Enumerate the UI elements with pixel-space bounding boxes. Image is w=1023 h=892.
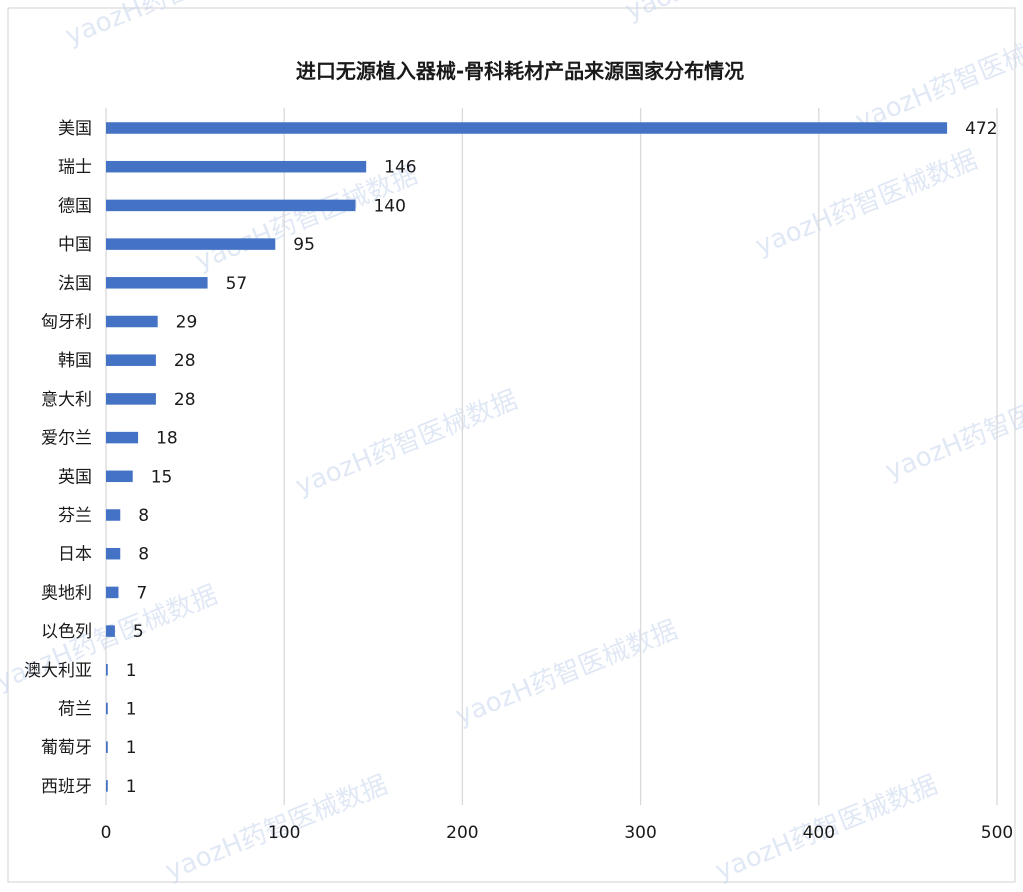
data-label: 7 [136, 583, 147, 603]
bar [106, 315, 158, 328]
bar [106, 354, 156, 366]
category-label: 中国 [58, 235, 92, 255]
bar [106, 509, 121, 521]
category-label: 匈牙利 [41, 313, 92, 333]
data-label: 140 [373, 196, 405, 216]
bar [106, 547, 121, 560]
category-label: 韩国 [58, 351, 92, 371]
bar [106, 431, 139, 444]
bar [106, 702, 108, 715]
category-label: 葡萄牙 [41, 738, 92, 758]
bar [106, 160, 367, 173]
bar [106, 199, 356, 212]
category-label: 爱尔兰 [41, 429, 92, 449]
category-label: 英国 [58, 467, 92, 487]
x-tick-label: 0 [101, 823, 112, 843]
data-label: 28 [174, 351, 196, 371]
x-tick-label: 300 [624, 823, 656, 843]
data-label: 18 [156, 429, 178, 449]
bars [106, 122, 948, 792]
bar [106, 238, 276, 250]
bar [106, 586, 119, 599]
data-label: 1 [126, 738, 137, 758]
bar [106, 470, 133, 483]
data-label: 472 [965, 119, 997, 139]
x-tick-label: 500 [981, 823, 1013, 843]
chart-border [7, 7, 1016, 883]
category-label: 德国 [58, 196, 92, 216]
bar [106, 664, 108, 676]
gridlines [105, 108, 998, 805]
category-label: 荷兰 [58, 700, 92, 720]
category-label: 美国 [58, 119, 92, 139]
x-axis-ticks: 0 100 200 300 400 500 [101, 823, 1014, 843]
bar [106, 277, 208, 289]
category-label: 西班牙 [41, 777, 92, 797]
data-label: 15 [151, 467, 173, 487]
category-label: 澳大利亚 [24, 661, 92, 681]
data-label: 95 [293, 235, 315, 255]
data-label: 57 [226, 274, 248, 294]
category-labels: 美国瑞士德国中国法国匈牙利韩国意大利爱尔兰英国芬兰日本奥地利以色列澳大利亚荷兰葡… [24, 119, 92, 797]
x-tick-label: 400 [803, 823, 835, 843]
bar [106, 625, 115, 637]
data-label: 8 [138, 545, 149, 565]
bar [106, 741, 108, 753]
data-label: 28 [174, 390, 196, 410]
category-label: 法国 [58, 274, 92, 294]
chart-title: 进口无源植入器械-骨科耗材产品来源国家分布情况 [296, 59, 744, 83]
category-label: 芬兰 [58, 506, 92, 526]
data-label: 5 [133, 622, 144, 642]
bar [106, 393, 156, 405]
x-tick-label: 200 [446, 823, 478, 843]
data-label: 1 [126, 661, 137, 681]
bar [106, 780, 108, 792]
x-tick-label: 100 [268, 823, 300, 843]
data-label: 1 [126, 777, 137, 797]
data-label: 8 [138, 506, 149, 526]
category-label: 意大利 [41, 390, 92, 410]
category-label: 瑞士 [58, 158, 92, 178]
bar [106, 122, 948, 134]
data-label: 146 [384, 158, 416, 178]
data-label: 29 [176, 313, 198, 333]
category-label: 以色列 [41, 622, 92, 642]
category-label: 日本 [58, 545, 92, 565]
category-label: 奥地利 [41, 583, 92, 603]
data-label: 1 [126, 700, 137, 720]
